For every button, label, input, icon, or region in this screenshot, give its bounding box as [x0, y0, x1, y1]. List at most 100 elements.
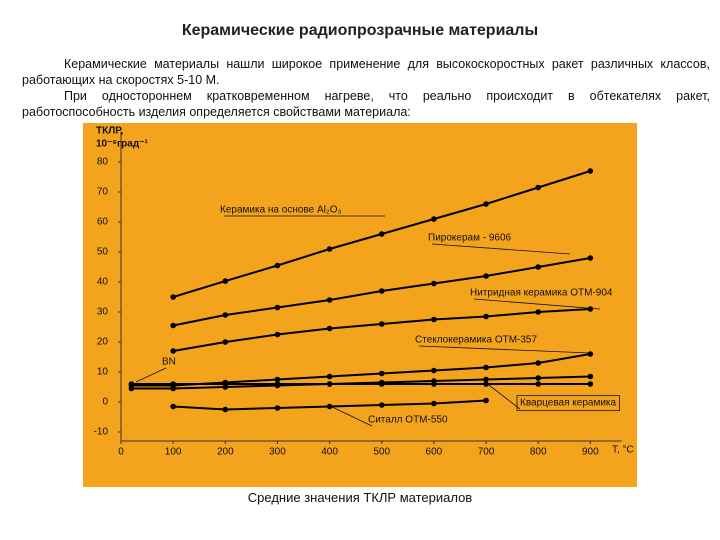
data-point	[222, 312, 229, 318]
x-tick-label: 600	[426, 447, 443, 458]
data-point	[535, 375, 541, 381]
y-tick-label: 60	[97, 217, 109, 228]
leader-line	[135, 367, 167, 383]
data-point	[378, 231, 385, 237]
data-point	[222, 384, 229, 390]
data-point	[535, 184, 541, 191]
series-label: Ситалл ОТМ-550	[368, 415, 448, 426]
data-point	[170, 403, 176, 410]
data-point	[128, 381, 135, 387]
data-point	[587, 373, 594, 380]
leader-line	[418, 345, 591, 354]
title: Керамические радиопрозрачные материалы	[181, 22, 539, 39]
data-point	[274, 405, 281, 411]
data-point	[326, 403, 333, 410]
data-point	[535, 360, 541, 366]
data-point	[483, 273, 489, 279]
x-tick-label: 800	[530, 447, 547, 458]
data-point	[431, 280, 437, 287]
data-point	[222, 278, 229, 284]
y-tick-label: 0	[102, 397, 108, 408]
series-label: Стеклокерамика ОТМ-357	[415, 335, 537, 346]
data-point	[483, 381, 489, 387]
leader-line	[484, 381, 521, 410]
data-point	[483, 397, 489, 404]
data-point	[587, 306, 594, 312]
leader-line	[431, 243, 571, 255]
data-point	[378, 370, 385, 377]
y-tick-label: 70	[97, 187, 109, 198]
data-point	[274, 376, 281, 383]
data-point	[222, 406, 229, 413]
x-tick-label: 200	[217, 447, 234, 458]
y-tick-label: 10	[97, 367, 109, 378]
x-tick-label: 900	[582, 447, 599, 458]
label-box	[516, 395, 620, 412]
data-point	[431, 216, 437, 222]
y-axis-label: 10⁻⁶град⁻¹	[96, 139, 148, 150]
series-label: Керамика на основе Al₂O₃	[220, 205, 342, 216]
y-tick-label: 20	[97, 337, 109, 348]
data-point	[170, 294, 176, 300]
series-label: BN	[162, 357, 176, 368]
y-axis-label: ТКЛР,	[96, 126, 124, 137]
series-label: Пирокерам - 9606	[428, 233, 512, 244]
paragraph: Керамические материалы нашли широкое при…	[22, 57, 710, 87]
data-point	[274, 331, 281, 338]
data-point	[170, 385, 176, 392]
data-point	[378, 288, 385, 294]
data-point	[483, 201, 489, 207]
x-axis-label: T, °C	[612, 445, 634, 456]
leader-line	[473, 298, 601, 310]
data-point	[535, 309, 541, 315]
data-point	[483, 313, 489, 320]
data-point	[378, 321, 385, 327]
data-point	[326, 373, 333, 380]
data-point	[483, 376, 489, 383]
caption: Средние значения ТКЛР материалов	[247, 490, 473, 505]
data-point	[326, 246, 333, 252]
series-line	[131, 375, 591, 390]
data-point	[587, 168, 594, 174]
data-point	[587, 381, 594, 387]
x-tick-label: 400	[321, 447, 338, 458]
data-point	[535, 381, 541, 387]
data-point	[378, 402, 385, 408]
x-tick-label: 0	[118, 447, 124, 458]
data-point	[587, 351, 594, 357]
x-tick-label: 300	[269, 447, 286, 458]
leader-line	[329, 405, 373, 427]
data-point	[326, 381, 333, 387]
y-tick-label: -10	[94, 427, 109, 438]
data-point	[431, 316, 437, 323]
y-tick-label: 50	[97, 247, 109, 258]
data-point	[378, 379, 385, 386]
series-label: Нитридная керамика ОТМ-904	[470, 288, 613, 299]
x-tick-label: 100	[165, 447, 182, 458]
data-point	[431, 378, 437, 384]
data-point	[483, 364, 489, 371]
data-point	[431, 367, 437, 374]
y-tick-label: 80	[97, 157, 109, 168]
data-point	[170, 381, 176, 387]
data-point	[535, 264, 541, 270]
data-point	[222, 339, 229, 345]
y-tick-label: 40	[97, 277, 109, 288]
data-point	[170, 348, 176, 354]
data-point	[587, 255, 594, 261]
series-label: Кварцевая керамика	[520, 398, 617, 409]
paragraph: При одностороннем кратковременном нагрев…	[22, 89, 710, 119]
data-point	[274, 304, 281, 311]
data-point	[326, 297, 333, 303]
data-point	[128, 385, 135, 392]
data-point	[431, 400, 437, 407]
data-point	[274, 382, 281, 389]
data-point	[170, 322, 176, 329]
x-tick-label: 500	[373, 447, 390, 458]
data-point	[326, 325, 333, 332]
data-point	[274, 262, 281, 269]
y-tick-label: 30	[97, 307, 109, 318]
x-tick-label: 700	[478, 447, 495, 458]
